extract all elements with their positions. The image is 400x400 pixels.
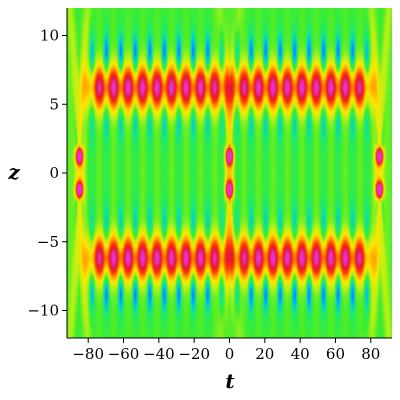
x-tick-label: 20 — [255, 345, 274, 363]
y-tick-label: −10 — [27, 302, 59, 320]
x-tick-label: −60 — [108, 345, 140, 363]
x-tick-label: −20 — [178, 345, 210, 363]
x-axis: −80 −60 −40 −20 0 20 40 60 80 — [67, 337, 392, 363]
heatmap-image — [67, 8, 392, 338]
x-tick-label: −80 — [72, 345, 104, 363]
y-axis-label: z — [7, 160, 20, 184]
x-tick-label: 0 — [225, 345, 235, 363]
x-axis-label: t — [225, 369, 235, 393]
x-tick-label: 80 — [361, 345, 380, 363]
x-tick-label: 40 — [291, 345, 310, 363]
y-tick-label: 10 — [40, 27, 59, 45]
y-axis: 10 5 0 −5 −10 — [27, 8, 68, 338]
x-tick-label: 60 — [326, 345, 345, 363]
x-tick-label: −40 — [143, 345, 175, 363]
plot-area — [67, 8, 392, 338]
y-tick-label: 0 — [49, 164, 59, 182]
y-tick-label: 5 — [49, 95, 59, 113]
y-tick-label: −5 — [37, 233, 59, 251]
